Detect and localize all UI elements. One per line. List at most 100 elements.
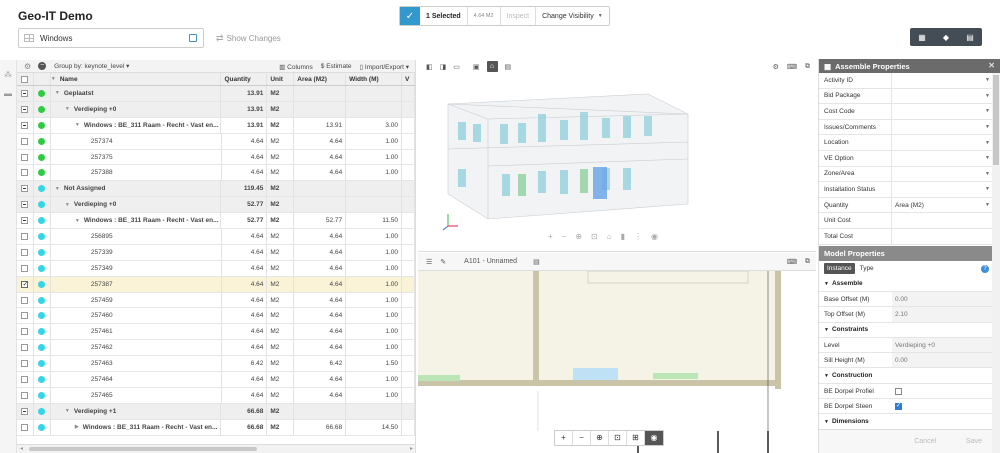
- popout-icon[interactable]: ⧉: [805, 62, 810, 70]
- zoom-window-icon-2d[interactable]: ⊡: [609, 431, 627, 445]
- zoom-out-icon[interactable]: −: [561, 232, 567, 241]
- table-row[interactable]: 257349 4.64 M2 4.64 1.00: [17, 260, 415, 277]
- scroll-left-icon[interactable]: ◂: [20, 446, 24, 452]
- row-name-cell[interactable]: 257464: [51, 372, 222, 387]
- table-row[interactable]: 257461 4.64 M2 4.64 1.00: [17, 324, 415, 341]
- model-section-header[interactable]: ▼ Dimensions: [819, 414, 992, 431]
- row-name-cell[interactable]: 257460: [51, 308, 222, 324]
- property-value-field[interactable]: ▼: [892, 120, 992, 135]
- property-value-field[interactable]: ▼: [892, 135, 992, 150]
- row-checkbox[interactable]: [17, 213, 34, 229]
- hierarchy-icon[interactable]: ⁂: [4, 70, 12, 79]
- row-name-cell[interactable]: ▼ Verdieping +0: [51, 197, 222, 213]
- popout-icon-2d[interactable]: ⧉: [805, 258, 810, 265]
- scrollbar-thumb[interactable]: [29, 447, 257, 451]
- table-row[interactable]: 257374 4.64 M2 4.64 1.00: [17, 133, 415, 150]
- row-checkbox[interactable]: [17, 419, 34, 435]
- model-section-header[interactable]: ▼ Assemble: [819, 277, 992, 293]
- zoom-in-icon-2d[interactable]: +: [555, 431, 573, 445]
- property-value-field[interactable]: Area (M2) ▼: [892, 198, 992, 213]
- selection-check-icon[interactable]: ✓: [400, 7, 420, 25]
- building-model-render[interactable]: [418, 74, 816, 234]
- property-value-field[interactable]: [892, 213, 992, 228]
- model-section-header[interactable]: ▼ Constraints: [819, 323, 992, 339]
- row-name-cell[interactable]: ▼ Not Assigned: [51, 181, 222, 197]
- table-row[interactable]: 257465 4.64 M2 4.64 1.00: [17, 387, 415, 404]
- row-checkbox[interactable]: [17, 101, 34, 117]
- more-icon[interactable]: ⋮: [634, 232, 642, 241]
- expand-toggle-icon[interactable]: ▼: [64, 408, 70, 415]
- column-header-name[interactable]: ▼ Name: [51, 73, 222, 85]
- table-row[interactable]: ▼ Verdieping +0 13.91 M2: [17, 101, 415, 118]
- property-value-field[interactable]: ▼: [892, 182, 992, 197]
- cancel-button[interactable]: Cancel: [914, 438, 937, 445]
- row-checkbox[interactable]: [17, 403, 34, 419]
- tab-type[interactable]: Type: [859, 265, 874, 273]
- row-checkbox[interactable]: [17, 372, 34, 387]
- property-value-field[interactable]: ▼: [892, 104, 992, 119]
- chevron-down-icon[interactable]: ▼: [985, 77, 990, 84]
- row-name-cell[interactable]: 257374: [51, 133, 222, 149]
- chevron-down-icon[interactable]: ▼: [985, 139, 990, 146]
- chevron-down-icon[interactable]: ▼: [985, 202, 990, 209]
- menu-icon[interactable]: ☰: [426, 258, 433, 266]
- 3d-viewer[interactable]: ◧ ◨ ▭ ▣ ⌂ ▤ ⚙ ⌨ ⧉: [418, 60, 816, 252]
- row-name-cell[interactable]: ▼ Windows : BE_311 Raam - Recht - Vast en…: [51, 117, 222, 133]
- zoom-in-icon[interactable]: +: [548, 232, 553, 241]
- expand-toggle-icon[interactable]: ▼: [74, 217, 80, 224]
- table-row[interactable]: 257462 4.64 M2 4.64 1.00: [17, 340, 415, 357]
- search-input[interactable]: [40, 33, 170, 43]
- table-row[interactable]: 257459 4.64 M2 4.64 1.00: [17, 292, 415, 309]
- import-export-dropdown[interactable]: ▯ Import/Export ▾: [359, 63, 409, 71]
- table-row[interactable]: ▼ Windows : BE_311 Raam - Recht - Vast en…: [17, 213, 415, 230]
- show-changes-button[interactable]: ⇄ Show Changes: [216, 33, 281, 44]
- property-checkbox[interactable]: [895, 387, 902, 395]
- edit-icon[interactable]: ✎: [440, 258, 447, 266]
- table-row[interactable]: ▶ Windows : BE_311 Raam - Recht - Vast en…: [17, 419, 415, 436]
- row-checkbox[interactable]: [17, 324, 34, 340]
- row-checkbox[interactable]: [17, 292, 34, 308]
- chevron-down-icon[interactable]: ▼: [985, 124, 990, 131]
- row-checkbox[interactable]: [17, 133, 34, 149]
- chevron-down-icon[interactable]: ▼: [985, 170, 990, 177]
- table-row[interactable]: ▼ Geplaatst 13.91 M2: [17, 86, 415, 102]
- table-icon[interactable]: ▦: [918, 32, 926, 42]
- row-name-cell[interactable]: ▼ Windows : BE_311 Raam - Recht - Vast en…: [51, 213, 222, 229]
- camera-icon-2d[interactable]: ◉: [645, 431, 663, 445]
- row-checkbox[interactable]: [17, 308, 34, 324]
- properties-scrollbar-thumb[interactable]: [993, 75, 999, 165]
- expand-toggle-icon[interactable]: ▼: [74, 122, 80, 129]
- table-row[interactable]: 257460 4.64 M2 4.64 1.00: [17, 308, 415, 325]
- select-all-checkbox[interactable]: [17, 73, 34, 85]
- row-name-cell[interactable]: 257388: [51, 165, 222, 181]
- table-row[interactable]: ▼ Verdieping +0 52.77 M2: [17, 197, 415, 214]
- 2d-viewer[interactable]: ☰ ✎ A101 - Unnamed ▤ ⌨ ⧉ +: [418, 253, 816, 453]
- column-header-v[interactable]: V: [402, 73, 415, 85]
- floor-plan-render[interactable]: [418, 271, 816, 453]
- sheet-icon[interactable]: ▤: [504, 63, 512, 71]
- cube-icon[interactable]: ◆: [942, 32, 950, 42]
- table-row[interactable]: ▼ Not Assigned 119.45 M2: [17, 181, 415, 198]
- columns-button[interactable]: ▥ Columns: [279, 63, 313, 71]
- save-button[interactable]: Save: [966, 438, 982, 445]
- save-search-icon[interactable]: [189, 34, 197, 42]
- fit-icon-2d[interactable]: ⊕: [591, 431, 609, 445]
- table-row[interactable]: 257464 4.64 M2 4.64 1.00: [17, 372, 415, 388]
- row-name-cell[interactable]: 257375: [51, 149, 222, 165]
- property-value-field[interactable]: ▼: [892, 73, 992, 88]
- row-checkbox[interactable]: [17, 276, 34, 292]
- viewer-settings-icon[interactable]: ⚙: [772, 63, 779, 71]
- help-icon[interactable]: ?: [981, 264, 989, 273]
- chevron-down-icon[interactable]: ▼: [985, 92, 990, 99]
- property-value-field[interactable]: ▼: [892, 167, 992, 182]
- row-name-cell[interactable]: 257459: [51, 292, 222, 308]
- settings-gear-icon[interactable]: ⚙: [24, 61, 32, 71]
- row-name-cell[interactable]: 257339: [51, 244, 222, 260]
- property-value-field[interactable]: ▼: [892, 89, 992, 104]
- measure-icon[interactable]: ⊞: [627, 431, 645, 445]
- close-icon[interactable]: ✕: [988, 61, 995, 70]
- table-row[interactable]: 257388 4.64 M2 4.64 1.00: [17, 165, 415, 182]
- zoom-out-icon-2d[interactable]: −: [573, 431, 591, 445]
- row-name-cell[interactable]: 257387: [51, 276, 222, 292]
